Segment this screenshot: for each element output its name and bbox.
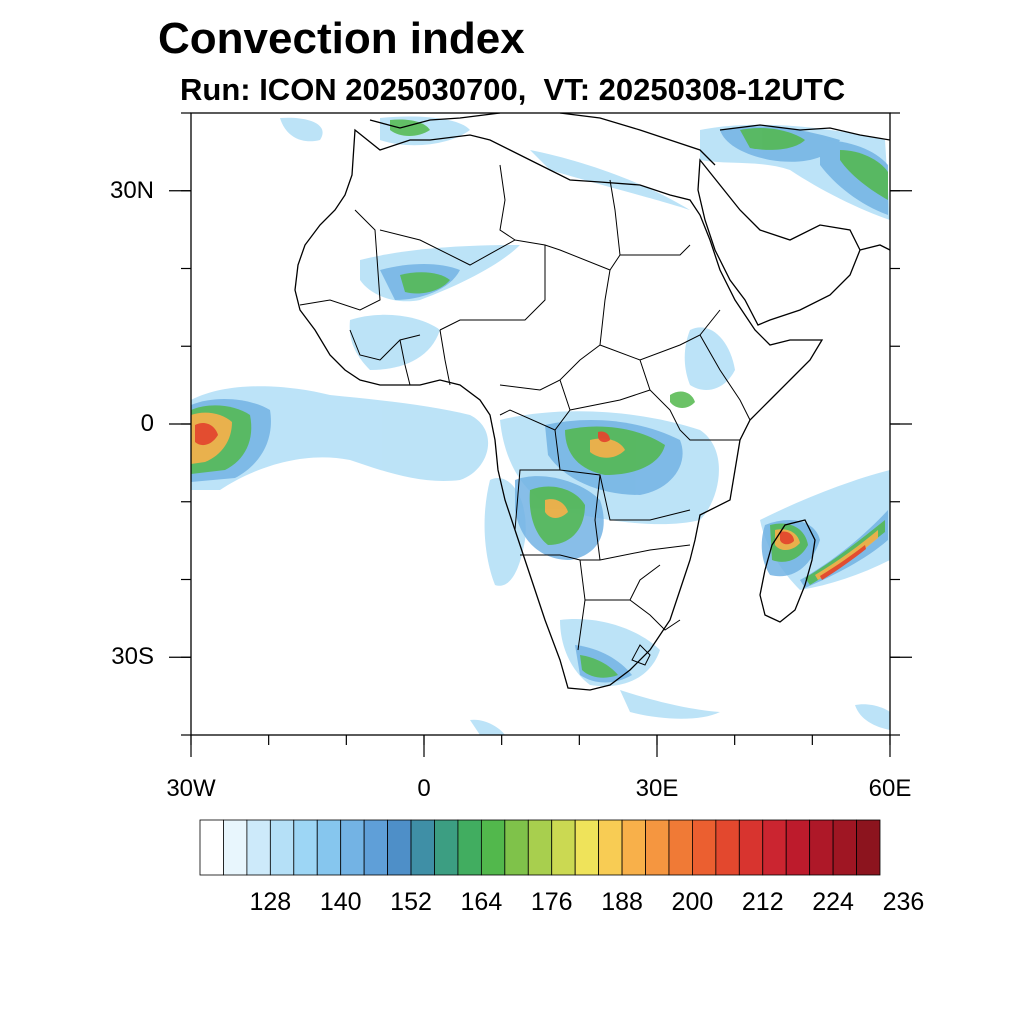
colorbar-swatch [504, 819, 529, 876]
colorbar-label: 152 [390, 888, 432, 916]
lon-tick-label: 0 [417, 775, 431, 802]
chart-title: Convection index [158, 14, 525, 63]
coastlines [294, 113, 890, 691]
colorbar-label: 188 [601, 888, 643, 916]
colorbar-label: 176 [530, 888, 573, 916]
colorbar-swatch [527, 819, 553, 876]
axis-ticks [169, 112, 912, 757]
colorbar-swatch [387, 819, 412, 876]
colorbar-label: 140 [319, 888, 362, 916]
lat-tick-label: 0 [140, 410, 154, 437]
colorbar-swatch [574, 819, 600, 876]
lat-tick-label: 30N [109, 176, 154, 204]
colorbar-swatch [598, 819, 623, 876]
colorbar-swatch [316, 819, 342, 876]
country-borders [299, 164, 751, 666]
colorbar-swatch [692, 819, 717, 876]
colorbar-label: 236 [882, 888, 925, 916]
colorbar-label: 212 [741, 888, 784, 916]
lon-tick-label: 30E [635, 775, 679, 802]
colorbar-swatch [293, 819, 318, 876]
colorbar-swatch [645, 819, 670, 876]
lat-tick-label: 30S [111, 643, 154, 671]
colorbar-label: 164 [460, 888, 503, 916]
colorbar-swatch [434, 819, 459, 876]
colorbar-label: 200 [671, 888, 714, 916]
colorbar-swatch [668, 819, 693, 876]
colorbar-swatch [785, 819, 811, 876]
lon-tick-label: 60E [868, 775, 912, 802]
colorbar-swatch [856, 819, 881, 876]
chart-subtitle: Run: ICON 2025030700, VT: 20250308-12UTC [180, 72, 846, 107]
colorbar-swatch [457, 819, 482, 876]
colorbar-swatch [762, 819, 787, 876]
colorbar-label: 224 [812, 888, 854, 916]
convection-field [191, 116, 890, 735]
colorbar-label: 128 [249, 888, 292, 916]
colorbar-swatch [246, 819, 271, 876]
colorbar-swatch [480, 819, 506, 876]
colorbar-swatch [551, 819, 576, 876]
colorbar [199, 819, 881, 876]
colorbar-swatch [738, 819, 764, 876]
colorbar-swatch [199, 819, 224, 876]
colorbar-swatch [269, 819, 295, 876]
colorbar-swatch [621, 819, 646, 876]
colorbar-swatch [410, 819, 435, 876]
lon-tick-label: 30W [166, 775, 216, 802]
colorbar-swatch [363, 819, 388, 876]
colorbar-swatch [809, 819, 834, 876]
colorbar-swatch [832, 819, 857, 876]
colorbar-swatch [715, 819, 740, 876]
colorbar-swatch [223, 819, 248, 876]
colorbar-swatch [340, 819, 365, 876]
